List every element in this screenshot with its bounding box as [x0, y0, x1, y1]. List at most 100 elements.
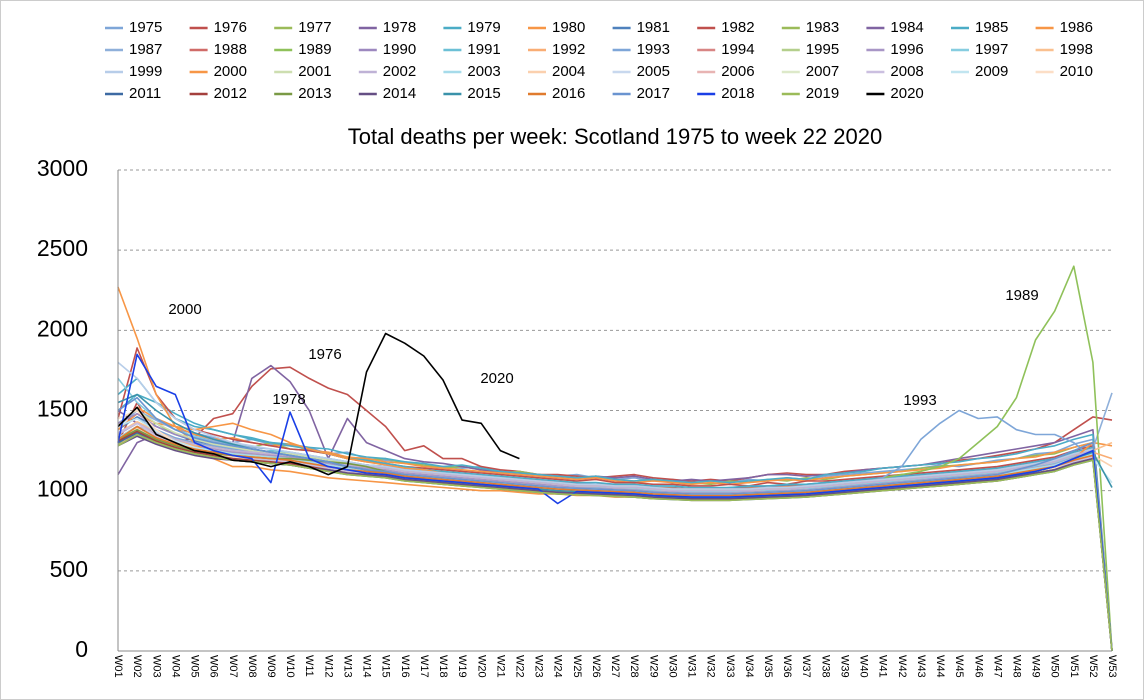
x-tick-label: W50	[1049, 655, 1061, 678]
legend-label: 2011	[129, 85, 161, 102]
legend-label: 1998	[1060, 41, 1093, 58]
x-tick-label: W32	[705, 655, 717, 678]
x-tick-label: W10	[284, 655, 296, 678]
legend-label: 1999	[129, 63, 162, 80]
x-tick-label: W27	[609, 655, 621, 678]
x-tick-label: W18	[437, 655, 449, 678]
legend-label: 2008	[890, 63, 923, 80]
legend-label: 1987	[129, 41, 162, 58]
legend-label: 2009	[975, 63, 1008, 80]
legend-label: 2014	[383, 85, 416, 102]
annotation: 2000	[168, 301, 201, 318]
legend-label: 2013	[298, 85, 331, 102]
grid	[118, 169, 1112, 572]
legend: 1975 1976 1977 1978 1979 1980 1981 1982 1983 1984…	[105, 19, 1093, 102]
x-tick-label: W20	[475, 655, 487, 678]
y-tick-label: 2000	[37, 315, 88, 341]
legend-label: 2006	[721, 63, 754, 80]
x-tick-label: W41	[877, 655, 889, 678]
x-tick-label: W53	[1106, 655, 1118, 678]
legend-label: 1997	[975, 41, 1008, 58]
x-tick-label: W03	[150, 655, 162, 678]
x-tick-label: W28	[628, 655, 640, 678]
x-tick-label: W47	[991, 655, 1003, 678]
lines	[117, 265, 1113, 652]
x-tick-label: W26	[590, 655, 602, 678]
series-line	[117, 393, 1113, 652]
y-tick-label: 1500	[37, 396, 88, 422]
legend-label: 1996	[890, 41, 923, 58]
x-tick-label: W06	[208, 655, 220, 678]
series-line	[117, 433, 1113, 652]
x-tick-label: W25	[571, 655, 583, 678]
x-tick-label: W13	[341, 655, 353, 678]
axes: 0 500 1000 1500 2000 2500 3000 W01 W02 W03 W04 W05 W…	[37, 155, 1118, 678]
legend-label: 1978	[383, 19, 416, 36]
annotation: 1993	[903, 392, 936, 409]
legend-label: 2017	[637, 85, 670, 102]
x-tick-label: W52	[1087, 655, 1099, 678]
legend-label: 2015	[467, 85, 500, 102]
series-line	[117, 347, 1113, 652]
x-tick-label: W24	[552, 655, 564, 678]
series-line	[117, 377, 1113, 652]
legend-label: 1994	[721, 41, 754, 58]
x-tick-label: W07	[227, 655, 239, 678]
x-tick-label: W42	[896, 655, 908, 678]
series-line	[117, 396, 1113, 652]
x-tick-label: W46	[972, 655, 984, 678]
legend-label: 1979	[467, 19, 500, 36]
y-tick-label: 1000	[37, 476, 88, 502]
legend-label: 1991	[467, 41, 500, 58]
legend-label: 2000	[214, 63, 247, 80]
x-tick-label: W34	[743, 655, 755, 678]
x-tick-label: W01	[112, 655, 124, 678]
legend-label: 1986	[1060, 19, 1093, 36]
y-tick-label: 0	[75, 636, 88, 662]
y-tick-label: 3000	[37, 155, 88, 181]
x-tick-label: W37	[800, 655, 812, 678]
series-line	[117, 332, 520, 476]
legend-label: 1992	[552, 41, 585, 58]
x-tick-label: W44	[934, 655, 946, 678]
legend-label: 1981	[637, 19, 670, 36]
x-tick-label: W29	[647, 655, 659, 678]
annotation: 2020	[480, 370, 513, 387]
legend-label: 2020	[890, 85, 923, 102]
x-tick-label: W30	[666, 655, 678, 678]
x-tick-label: W19	[456, 655, 468, 678]
x-tick-label: W45	[953, 655, 965, 678]
x-tick-label: W09	[265, 655, 277, 678]
series-line	[117, 361, 1113, 652]
legend-label: 2018	[721, 85, 754, 102]
x-tick-label: W40	[858, 655, 870, 678]
series-line	[117, 364, 1113, 652]
x-tick-label: W08	[246, 655, 258, 678]
legend-label: 2012	[214, 85, 247, 102]
legend-label: 1982	[721, 19, 754, 36]
legend-label: 2004	[552, 63, 585, 80]
legend-label: 2002	[383, 63, 416, 80]
legend-label: 2010	[1060, 63, 1093, 80]
annotation: 1978	[272, 391, 305, 408]
annotation: 1976	[308, 346, 341, 363]
legend-label: 1985	[975, 19, 1008, 36]
x-tick-label: W31	[686, 655, 698, 678]
chart-title: Total deaths per week: Scotland 1975 to …	[348, 124, 882, 149]
legend-label: 1989	[298, 41, 331, 58]
x-tick-label: W49	[1030, 655, 1042, 678]
x-tick-label: W14	[361, 655, 373, 678]
y-tick-label: 2500	[37, 235, 88, 261]
legend-label: 2001	[298, 63, 331, 80]
legend-label: 2007	[806, 63, 839, 80]
legend-label: 1980	[552, 19, 585, 36]
x-tick-label: W33	[724, 655, 736, 678]
legend-label: 1993	[637, 41, 670, 58]
legend-label: 1990	[383, 41, 416, 58]
legend-label: 2005	[637, 63, 670, 80]
x-tick-label: W11	[303, 655, 315, 677]
legend-label: 2003	[467, 63, 500, 80]
x-tick-label: W04	[169, 655, 181, 678]
